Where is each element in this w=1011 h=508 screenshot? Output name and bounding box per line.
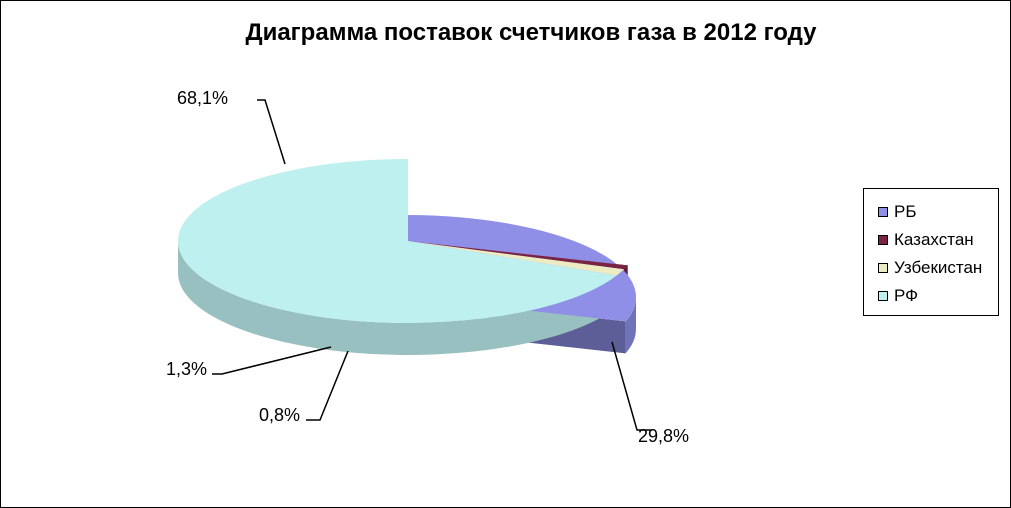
legend-swatch [878, 263, 888, 273]
legend-swatch [878, 291, 888, 301]
data-label: 1,3% [166, 359, 207, 379]
leader-line [306, 350, 349, 421]
legend-label: Узбекистан [894, 258, 983, 277]
legend-item-rb: РБ [878, 200, 917, 224]
leader-line [257, 99, 286, 165]
legend-label: РФ [894, 286, 919, 305]
legend-swatch [878, 235, 888, 245]
legend-label: Казахстан [894, 230, 974, 249]
slice-rf [177, 159, 617, 323]
slice-uzbekistan [408, 241, 624, 276]
legend-item-uzbekistan: Узбекистан [878, 256, 982, 280]
slice-kazakhstan [408, 241, 628, 270]
data-label: 29,8% [638, 426, 689, 446]
slice-rf-outer-side [178, 241, 617, 355]
data-label: 0,8% [259, 405, 300, 425]
leader-line [212, 346, 332, 375]
legend: РБ Казахстан Узбекистан РФ [863, 188, 999, 316]
slice-rb-outer-side [625, 297, 636, 354]
legend-swatch [878, 207, 888, 217]
data-label: 68,1% [177, 88, 228, 108]
legend-label: РБ [894, 202, 917, 221]
legend-item-rf: РФ [878, 284, 918, 308]
leader-line [611, 341, 652, 431]
legend-item-kazakhstan: Казахстан [878, 228, 974, 252]
chart-title: Диаграмма поставок счетчиков газа в 2012… [245, 19, 817, 46]
